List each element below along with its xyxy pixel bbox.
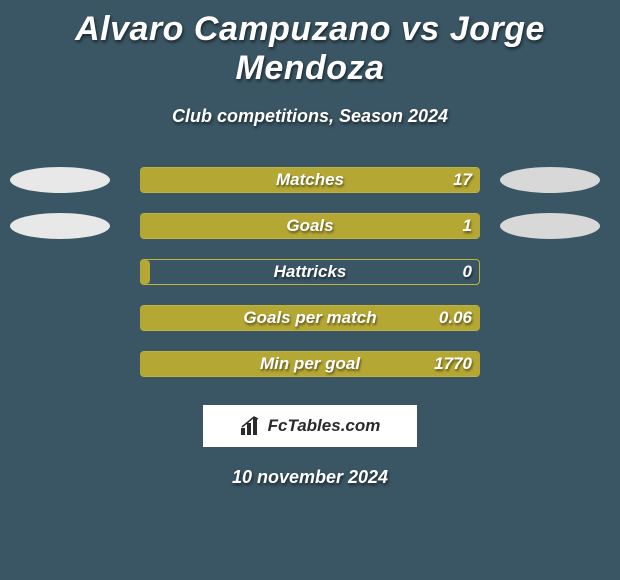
- bar-fill: [140, 168, 480, 192]
- subtitle: Club competitions, Season 2024: [0, 106, 620, 127]
- date-text: 10 november 2024: [0, 467, 620, 488]
- stat-row: Goals per match0.06: [0, 295, 620, 341]
- bar-fill: [140, 214, 480, 238]
- bar-fill: [140, 306, 480, 330]
- logo-badge: FcTables.com: [203, 405, 417, 447]
- comparison-chart: Matches17Goals1Hattricks0Goals per match…: [0, 157, 620, 387]
- player-right-marker: [500, 213, 600, 239]
- player-right-marker: [500, 167, 600, 193]
- bar-fill: [140, 260, 150, 284]
- stat-row: Matches17: [0, 157, 620, 203]
- stat-row: Min per goal1770: [0, 341, 620, 387]
- stat-row: Hattricks0: [0, 249, 620, 295]
- player-left-marker: [10, 167, 110, 193]
- stat-row: Goals1: [0, 203, 620, 249]
- player-left-marker: [10, 213, 110, 239]
- bar-track: [140, 259, 480, 285]
- page-title: Alvaro Campuzano vs Jorge Mendoza: [0, 0, 620, 88]
- bar-chart-icon: [240, 416, 262, 436]
- logo-text: FcTables.com: [268, 416, 381, 436]
- bar-fill: [140, 352, 480, 376]
